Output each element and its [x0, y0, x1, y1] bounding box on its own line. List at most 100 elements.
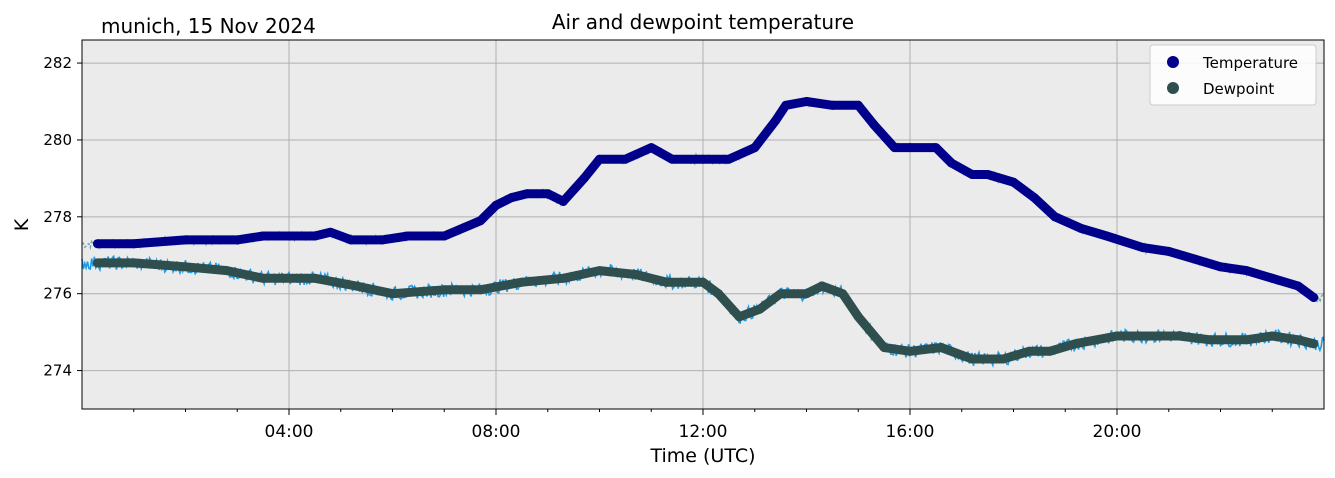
x-tick-label: 12:00 — [679, 422, 728, 442]
data-point-temperature — [771, 116, 780, 126]
data-point-temperature — [284, 231, 294, 241]
data-point-temperature — [476, 216, 485, 226]
y-tick-label: 274 — [43, 362, 72, 380]
data-point-temperature — [698, 154, 708, 164]
data-point-temperature — [1190, 254, 1200, 264]
data-point-temperature — [1241, 266, 1251, 276]
data-point-dewpoint — [662, 277, 672, 287]
data-point-dewpoint — [698, 277, 708, 287]
data-point-dewpoint — [936, 343, 946, 352]
data-point-dewpoint — [817, 281, 827, 291]
legend-box — [1149, 44, 1317, 106]
data-point-temperature — [522, 189, 532, 199]
data-point-temperature — [579, 173, 589, 183]
x-tick-label: 20:00 — [1093, 422, 1142, 442]
data-point-temperature — [967, 170, 977, 179]
data-point-temperature — [869, 120, 879, 130]
data-point-temperature — [558, 196, 568, 206]
legend: Temperature Dewpoint — [1149, 44, 1317, 106]
data-point-dewpoint — [1143, 331, 1153, 341]
data-point-temperature — [439, 231, 449, 241]
data-point-temperature — [983, 170, 993, 179]
data-point-temperature — [1029, 193, 1039, 203]
data-point-dewpoint — [388, 289, 397, 299]
data-point-temperature — [1009, 177, 1018, 187]
data-point-dewpoint — [439, 285, 449, 295]
y-axis-label: K — [11, 218, 33, 231]
x-axis-label: Time (UTC) — [649, 445, 755, 467]
data-point-dewpoint — [998, 354, 1008, 364]
data-point-temperature — [129, 239, 139, 249]
data-point-dewpoint — [1293, 335, 1303, 345]
legend-label-dewpoint: Dewpoint — [1203, 80, 1274, 98]
data-point-dewpoint — [967, 354, 977, 364]
data-point-temperature — [667, 154, 677, 164]
data-point-temperature — [543, 189, 553, 199]
data-point-dewpoint — [558, 273, 568, 283]
data-point-dewpoint — [181, 262, 190, 272]
data-point-temperature — [1293, 281, 1303, 291]
data-point-temperature — [827, 100, 837, 110]
data-point-dewpoint — [1174, 331, 1184, 341]
legend-label-temperature: Temperature — [1202, 54, 1298, 72]
data-point-dewpoint — [802, 289, 811, 299]
data-point-dewpoint — [905, 346, 915, 356]
data-point-temperature — [491, 200, 501, 210]
x-tick-label: 04:00 — [265, 422, 314, 442]
data-point-temperature — [781, 100, 791, 110]
data-point-dewpoint — [595, 266, 604, 276]
data-point-dewpoint — [879, 343, 889, 352]
chart-subtitle: munich, 15 Nov 2024 — [101, 14, 316, 38]
series-line-dewpoint — [93, 258, 1319, 364]
data-point-temperature — [931, 143, 941, 153]
data-point-temperature — [1309, 293, 1319, 302]
data-point-dewpoint — [1205, 335, 1215, 345]
data-point-dewpoint — [1241, 335, 1251, 345]
data-point-dewpoint — [1045, 346, 1055, 356]
data-point-dewpoint — [351, 281, 361, 291]
data-point-temperature — [890, 143, 899, 153]
legend-marker-temperature — [1167, 56, 1179, 68]
data-point-temperature — [620, 154, 630, 164]
data-point-dewpoint — [222, 266, 232, 276]
y-tick-label: 280 — [43, 131, 72, 149]
data-point-temperature — [750, 143, 760, 153]
data-point-dewpoint — [714, 289, 723, 299]
data-point-temperature — [403, 231, 413, 241]
data-point-dewpoint — [853, 312, 863, 322]
data-point-temperature — [325, 227, 335, 237]
data-point-temperature — [232, 235, 242, 245]
data-point-dewpoint — [517, 277, 527, 287]
x-tick-label: 08:00 — [472, 422, 521, 442]
data-point-temperature — [346, 235, 356, 245]
data-point-temperature — [595, 154, 604, 164]
data-point-temperature — [1216, 262, 1225, 272]
data-point-temperature — [377, 235, 387, 245]
data-point-dewpoint — [476, 285, 485, 295]
chart-title: Air and dewpoint temperature — [552, 10, 854, 34]
data-point-temperature — [181, 235, 190, 245]
data-point-dewpoint — [776, 289, 786, 299]
y-tick-label: 282 — [43, 54, 72, 72]
data-point-temperature — [1267, 273, 1277, 283]
data-point-temperature — [258, 231, 268, 241]
data-point-dewpoint — [755, 304, 765, 314]
data-point-dewpoint — [631, 270, 641, 279]
data-point-dewpoint — [734, 312, 744, 322]
x-tick-label: 16:00 — [886, 422, 935, 442]
data-point-temperature — [507, 193, 516, 203]
data-point-temperature — [802, 97, 811, 106]
data-point-temperature — [724, 154, 734, 164]
data-point-temperature — [646, 143, 656, 153]
data-point-dewpoint — [258, 273, 268, 283]
data-point-dewpoint — [129, 258, 139, 268]
data-point-dewpoint — [838, 289, 848, 299]
y-tick-label: 276 — [43, 285, 72, 303]
data-point-temperature — [1102, 231, 1112, 241]
data-point-temperature — [1138, 243, 1148, 253]
axis-ticks: 04:00 08:00 12:00 16:00 20:00 274 276 278 280 282 — [43, 54, 1273, 442]
series-markers — [93, 97, 1319, 364]
data-point-dewpoint — [1024, 346, 1034, 356]
data-point-temperature — [1050, 212, 1060, 222]
